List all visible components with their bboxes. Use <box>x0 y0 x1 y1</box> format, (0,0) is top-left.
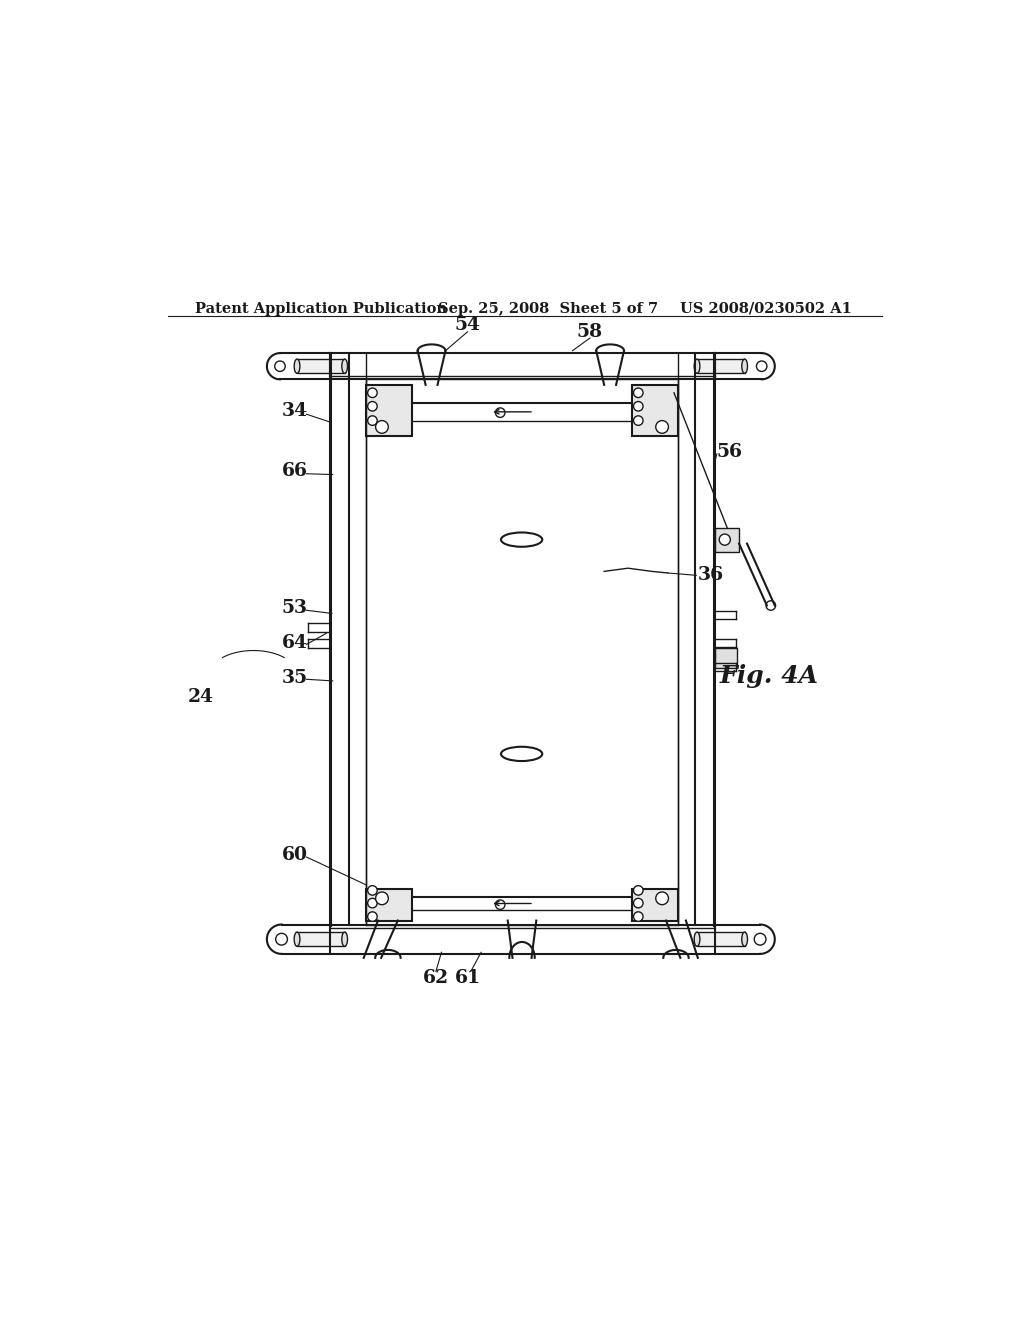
Ellipse shape <box>294 359 300 374</box>
FancyBboxPatch shape <box>697 932 744 946</box>
Text: 35: 35 <box>282 669 308 686</box>
Ellipse shape <box>501 532 543 546</box>
Circle shape <box>496 408 505 417</box>
Circle shape <box>368 388 377 397</box>
FancyBboxPatch shape <box>715 648 737 668</box>
Text: 60: 60 <box>282 846 307 865</box>
Text: 36: 36 <box>697 566 724 585</box>
Circle shape <box>376 892 388 904</box>
Ellipse shape <box>694 359 699 374</box>
Circle shape <box>634 899 643 908</box>
Circle shape <box>766 601 775 610</box>
Text: US 2008/0230502 A1: US 2008/0230502 A1 <box>680 301 851 315</box>
Ellipse shape <box>501 747 543 762</box>
FancyBboxPatch shape <box>367 385 412 437</box>
Circle shape <box>757 360 767 371</box>
Circle shape <box>368 899 377 908</box>
Circle shape <box>634 416 643 425</box>
Circle shape <box>368 886 377 895</box>
Text: 24: 24 <box>188 688 214 706</box>
Text: Fig. 4A: Fig. 4A <box>720 664 819 688</box>
Circle shape <box>274 360 286 371</box>
FancyBboxPatch shape <box>297 359 345 374</box>
Ellipse shape <box>342 359 347 374</box>
Circle shape <box>376 421 388 433</box>
Circle shape <box>634 388 643 397</box>
FancyBboxPatch shape <box>632 385 678 437</box>
FancyBboxPatch shape <box>367 888 412 920</box>
Text: 61: 61 <box>455 969 480 986</box>
Text: 54: 54 <box>455 317 480 334</box>
Circle shape <box>368 912 377 921</box>
Circle shape <box>275 933 288 945</box>
Ellipse shape <box>741 359 748 374</box>
Ellipse shape <box>294 932 300 946</box>
Circle shape <box>655 892 669 904</box>
Ellipse shape <box>741 932 748 946</box>
Text: 56: 56 <box>717 444 742 461</box>
Circle shape <box>655 421 669 433</box>
Ellipse shape <box>694 932 699 946</box>
Text: 64: 64 <box>282 634 307 652</box>
Circle shape <box>634 912 643 921</box>
Circle shape <box>368 416 377 425</box>
Ellipse shape <box>342 932 347 946</box>
FancyBboxPatch shape <box>715 528 739 552</box>
Circle shape <box>634 401 643 411</box>
FancyBboxPatch shape <box>297 932 345 946</box>
Circle shape <box>634 886 643 895</box>
Text: 34: 34 <box>282 403 308 420</box>
FancyBboxPatch shape <box>632 888 678 920</box>
FancyBboxPatch shape <box>697 359 744 374</box>
Text: Sep. 25, 2008  Sheet 5 of 7: Sep. 25, 2008 Sheet 5 of 7 <box>437 301 657 315</box>
Text: 66: 66 <box>282 462 307 480</box>
Circle shape <box>368 401 377 411</box>
Text: 58: 58 <box>577 322 603 341</box>
Circle shape <box>719 535 730 545</box>
Text: 53: 53 <box>282 599 308 616</box>
FancyBboxPatch shape <box>367 379 678 924</box>
Text: Patent Application Publication: Patent Application Publication <box>196 301 447 315</box>
Circle shape <box>496 900 505 909</box>
Circle shape <box>755 933 766 945</box>
Text: 62: 62 <box>423 969 449 986</box>
